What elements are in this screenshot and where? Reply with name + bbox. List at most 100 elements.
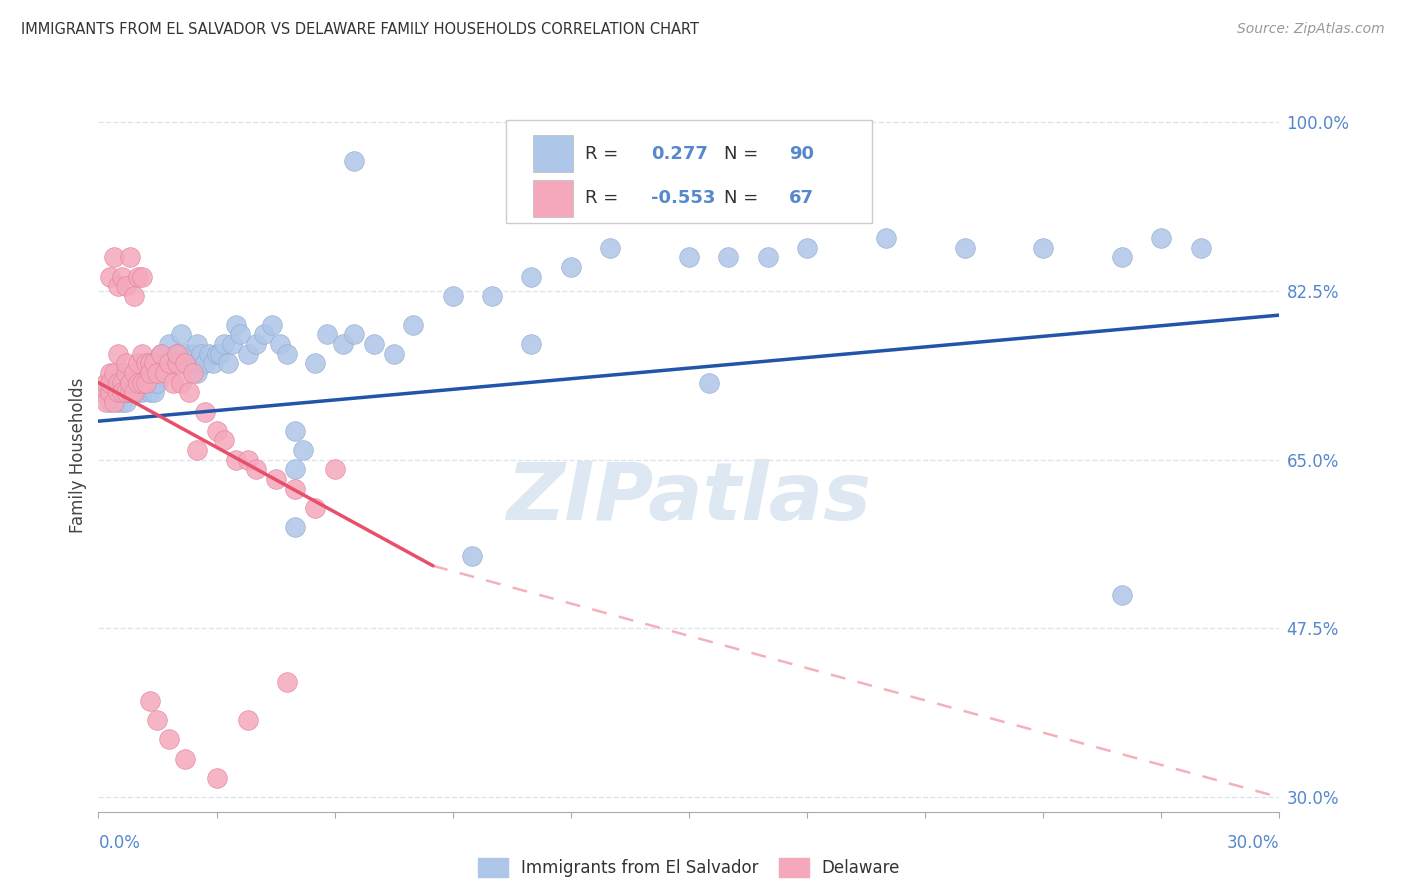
Point <box>155 366 177 380</box>
Point <box>276 674 298 689</box>
Point <box>236 346 259 360</box>
Point <box>98 366 121 380</box>
Point <box>292 443 315 458</box>
Point <box>131 376 153 390</box>
Point <box>461 549 484 564</box>
Point <box>127 385 149 400</box>
Point <box>174 346 197 360</box>
Point <box>135 376 157 390</box>
Point <box>115 376 138 390</box>
Point <box>190 346 212 360</box>
Point <box>155 356 177 370</box>
Point <box>103 250 125 264</box>
Point <box>107 395 129 409</box>
Point <box>520 337 543 351</box>
Point <box>107 376 129 390</box>
Point <box>146 366 169 380</box>
Point <box>284 520 307 534</box>
Text: 0.0%: 0.0% <box>98 834 141 852</box>
Point <box>276 346 298 360</box>
Point <box>221 337 243 351</box>
Point <box>127 366 149 380</box>
Text: 90: 90 <box>789 145 814 163</box>
Point <box>115 356 138 370</box>
Point <box>122 385 145 400</box>
Point <box>323 462 346 476</box>
Point <box>304 500 326 515</box>
Point <box>96 395 118 409</box>
Point <box>214 434 236 448</box>
Point <box>875 231 897 245</box>
Point <box>236 452 259 467</box>
Point <box>245 462 267 476</box>
Point <box>162 356 184 370</box>
Point <box>118 250 141 264</box>
Point <box>332 337 354 351</box>
Point <box>122 385 145 400</box>
Point <box>284 462 307 476</box>
Point <box>146 366 169 380</box>
Point <box>115 385 138 400</box>
Point <box>269 337 291 351</box>
Point <box>1032 241 1054 255</box>
Point <box>122 289 145 303</box>
Point <box>197 346 219 360</box>
Point <box>138 356 160 370</box>
Point <box>599 241 621 255</box>
Point <box>122 366 145 380</box>
Point <box>214 337 236 351</box>
Point <box>481 289 503 303</box>
Text: 0.277: 0.277 <box>651 145 709 163</box>
Point <box>146 713 169 727</box>
Point <box>111 376 134 390</box>
Point <box>98 269 121 284</box>
Point <box>1111 250 1133 264</box>
Point <box>111 269 134 284</box>
Point <box>98 385 121 400</box>
Point <box>186 366 208 380</box>
Point <box>135 366 157 380</box>
Point <box>1111 588 1133 602</box>
Point <box>284 424 307 438</box>
Point <box>118 376 141 390</box>
Text: N =: N = <box>724 189 765 207</box>
Point <box>205 424 228 438</box>
Point <box>382 346 405 360</box>
Point <box>103 385 125 400</box>
Point <box>315 327 337 342</box>
Text: -0.553: -0.553 <box>651 189 716 207</box>
FancyBboxPatch shape <box>533 179 574 217</box>
Point <box>107 385 129 400</box>
Point <box>229 327 252 342</box>
Point <box>170 376 193 390</box>
Point <box>111 385 134 400</box>
Point <box>111 385 134 400</box>
Point <box>186 443 208 458</box>
Point <box>697 376 720 390</box>
Point <box>103 366 125 380</box>
Point <box>170 327 193 342</box>
FancyBboxPatch shape <box>506 120 872 223</box>
Point <box>236 713 259 727</box>
Point <box>142 356 165 370</box>
Point <box>756 250 779 264</box>
Text: 30.0%: 30.0% <box>1227 834 1279 852</box>
Point <box>174 752 197 766</box>
Point <box>245 337 267 351</box>
Point <box>138 366 160 380</box>
Point <box>96 376 118 390</box>
Point <box>118 385 141 400</box>
Point <box>284 482 307 496</box>
Point <box>118 385 141 400</box>
Point <box>343 327 366 342</box>
Point <box>157 356 180 370</box>
Point <box>363 337 385 351</box>
Point <box>953 241 976 255</box>
Point <box>253 327 276 342</box>
Point <box>264 472 287 486</box>
Point <box>138 385 160 400</box>
Point <box>441 289 464 303</box>
Point <box>201 356 224 370</box>
Point <box>796 241 818 255</box>
Point <box>127 376 149 390</box>
